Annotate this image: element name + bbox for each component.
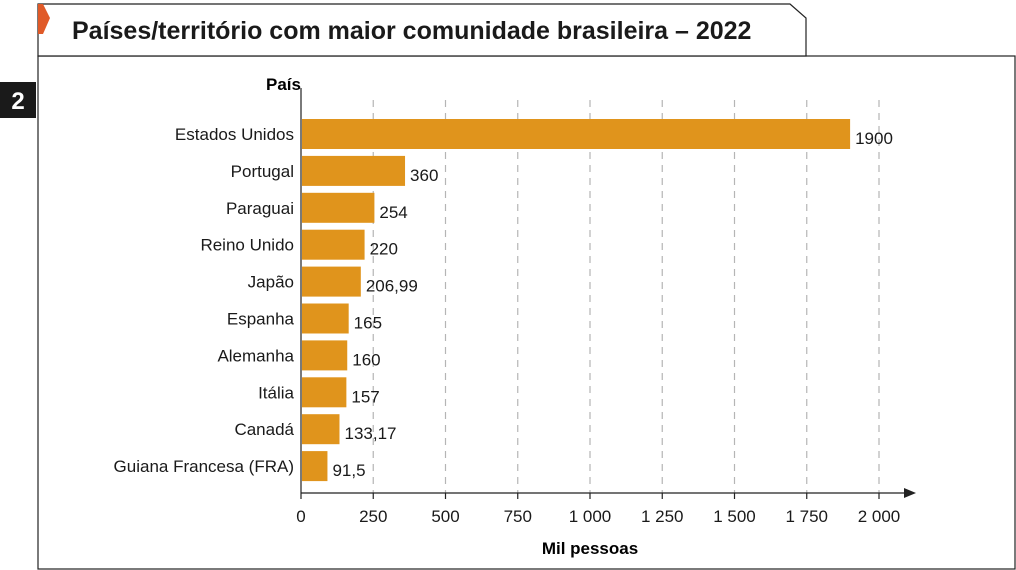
bar (302, 155, 406, 186)
y-axis-label: País (266, 75, 301, 94)
bar (302, 340, 348, 371)
value-label: 165 (354, 314, 382, 333)
x-tick-label: 1 000 (569, 507, 612, 526)
category-labels: Estados Unidos Portugal Paraguai Reino Unid… (114, 125, 295, 476)
x-tick-label: 1 250 (641, 507, 684, 526)
title-tab (37, 3, 807, 57)
bar (302, 229, 365, 260)
bar (302, 119, 851, 149)
x-tick-label: 0 (296, 507, 305, 526)
x-ticks: 0 250 500 750 1 000 1 250 1 500 1 750 2 000 (296, 493, 900, 526)
grid-lines (372, 100, 880, 493)
bar (302, 414, 340, 445)
value-label: 360 (410, 166, 438, 185)
bars (302, 119, 851, 482)
category-label: Espanha (227, 310, 295, 329)
category-label: Estados Unidos (175, 125, 294, 144)
chart-title: Países/território com maior comunidade b… (72, 17, 751, 45)
title-accent (38, 4, 50, 34)
figure-number-badge (0, 82, 36, 118)
x-axis-label: Mil pessoas (542, 539, 638, 558)
x-tick-label: 500 (431, 507, 459, 526)
x-tick-label: 1 750 (785, 507, 828, 526)
category-label: Japão (248, 273, 294, 292)
value-label: 254 (379, 203, 407, 222)
value-label: 133,17 (344, 424, 396, 443)
bar (302, 451, 328, 482)
x-tick-label: 250 (359, 507, 387, 526)
category-label: Itália (258, 383, 294, 402)
x-axis-arrow (904, 488, 916, 498)
value-label: 206,99 (366, 277, 418, 296)
bar (302, 303, 349, 334)
category-label: Alemanha (217, 346, 294, 365)
x-tick-label: 1 500 (713, 507, 756, 526)
category-label: Portugal (231, 162, 294, 181)
figure-number: 2 (11, 88, 24, 115)
value-label: 160 (352, 350, 380, 369)
value-label: 1900 (855, 129, 893, 148)
category-label: Reino Unido (200, 236, 294, 255)
category-label: Paraguai (226, 199, 294, 218)
category-label: Canadá (234, 420, 294, 439)
bar (302, 377, 347, 408)
value-label: 157 (351, 387, 379, 406)
x-tick-label: 750 (504, 507, 532, 526)
bar (302, 192, 375, 223)
x-tick-label: 2 000 (858, 507, 901, 526)
value-label: 220 (370, 240, 398, 259)
category-label: Guiana Francesa (FRA) (114, 457, 294, 476)
bar (302, 266, 361, 297)
value-label: 91,5 (332, 461, 365, 480)
